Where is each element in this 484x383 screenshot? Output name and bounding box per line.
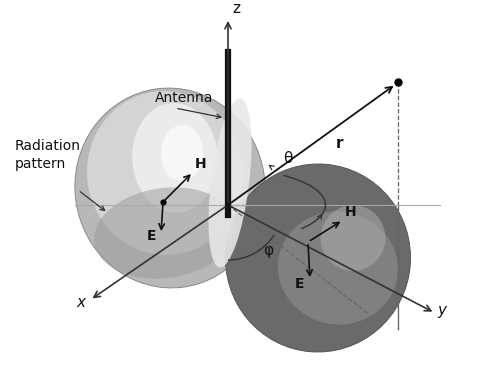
Text: H: H xyxy=(345,205,357,219)
Text: E: E xyxy=(147,229,156,243)
Ellipse shape xyxy=(226,164,410,352)
Text: z: z xyxy=(232,1,240,16)
Text: x: x xyxy=(76,295,85,310)
Ellipse shape xyxy=(320,205,385,271)
Text: H: H xyxy=(195,157,207,171)
Text: θ: θ xyxy=(283,151,292,166)
Ellipse shape xyxy=(209,98,252,267)
Ellipse shape xyxy=(161,125,203,181)
Text: E: E xyxy=(295,277,304,291)
Ellipse shape xyxy=(132,103,218,213)
Ellipse shape xyxy=(94,187,236,279)
Text: Radiation
pattern: Radiation pattern xyxy=(15,139,81,171)
Text: $\mathbf{r}$: $\mathbf{r}$ xyxy=(335,136,345,151)
Ellipse shape xyxy=(278,211,398,324)
Ellipse shape xyxy=(75,88,265,288)
Ellipse shape xyxy=(87,91,243,255)
Text: y: y xyxy=(437,303,446,318)
Text: φ: φ xyxy=(263,243,273,258)
Text: Antenna: Antenna xyxy=(155,91,213,105)
